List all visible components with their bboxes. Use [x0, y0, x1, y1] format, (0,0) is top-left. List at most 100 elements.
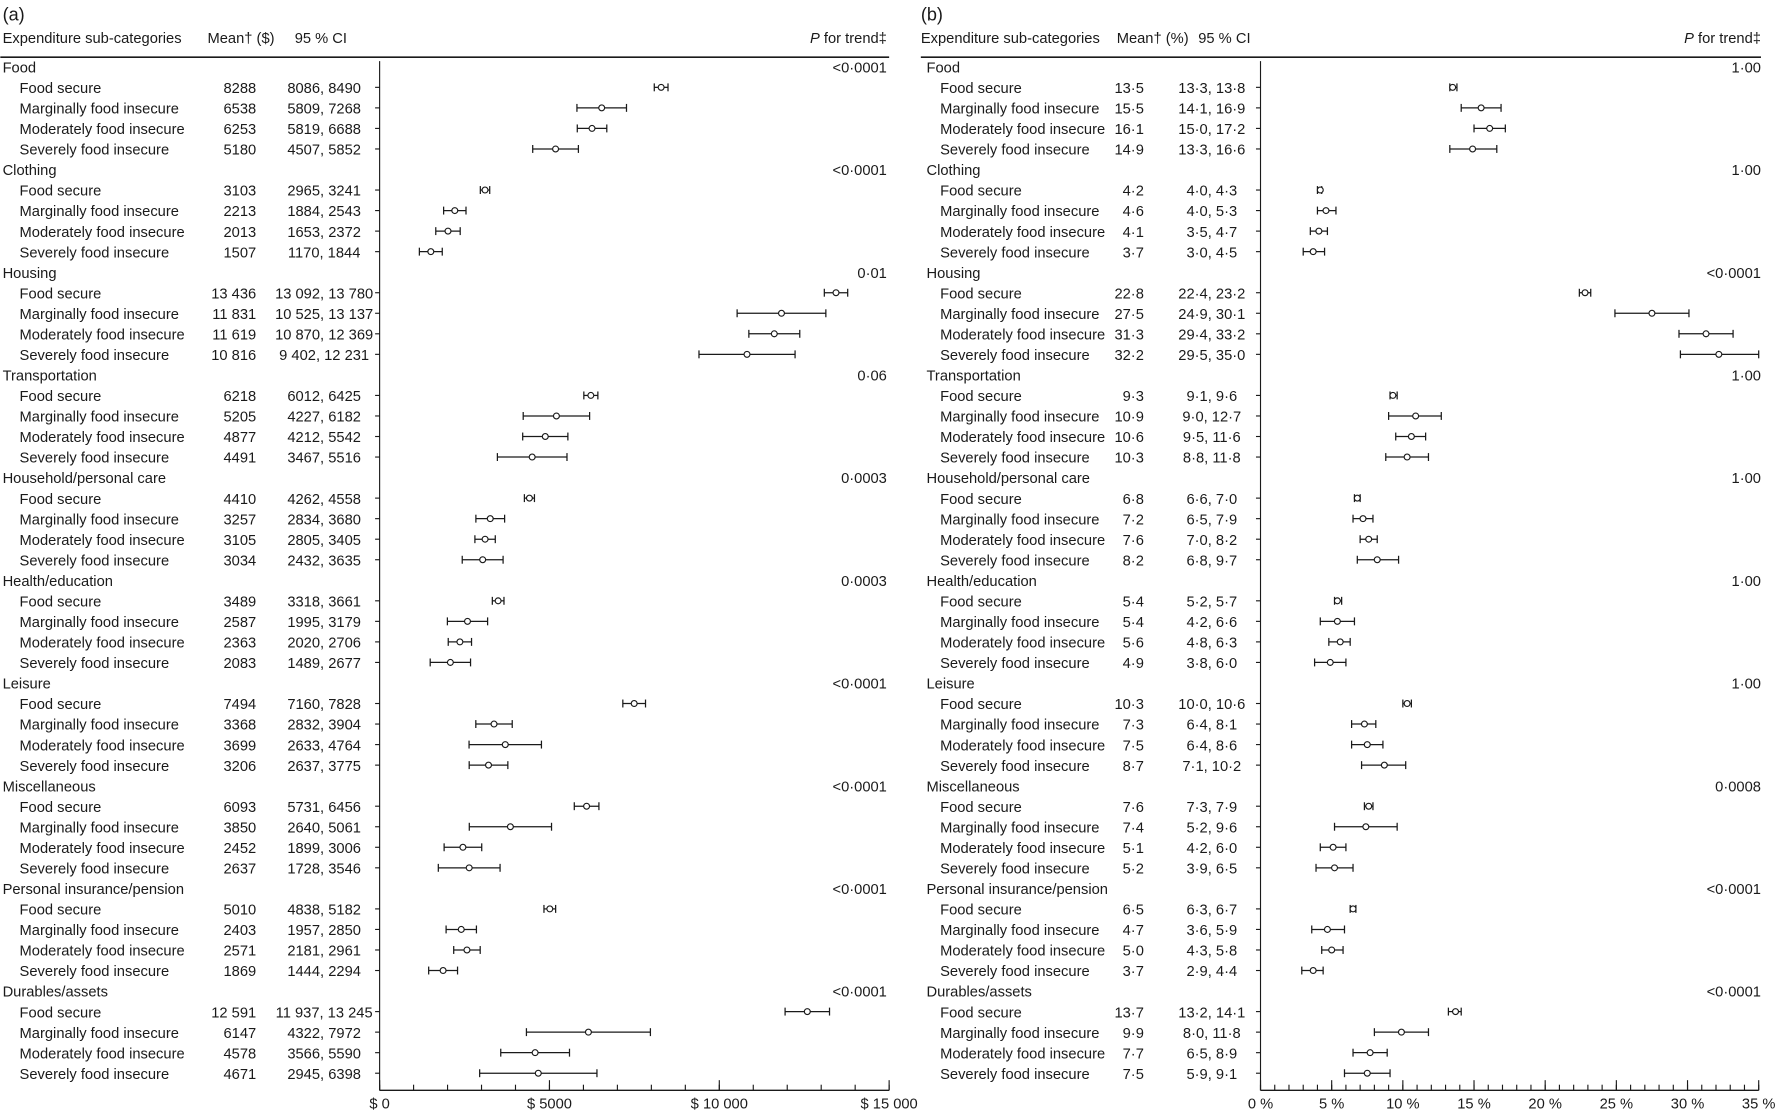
subcategory-label: Marginally food insecure: [940, 410, 1099, 426]
ci-value: 13 092, 13 780: [275, 286, 373, 302]
mean-value: 3103: [223, 184, 256, 200]
mean-point: [446, 658, 454, 666]
ci-value: 6012, 6425: [287, 389, 361, 405]
ci-value: 8086, 8490: [287, 81, 361, 97]
subcategory-label: Severely food insecure: [940, 553, 1090, 569]
subcategory-label: Moderately food insecure: [20, 841, 185, 857]
ci-value: 4507, 5852: [287, 143, 361, 159]
mean-value: 7·6: [1123, 800, 1144, 816]
ci-value: 5731, 6456: [287, 800, 361, 816]
x-tick-label: 25 %: [1600, 1096, 1634, 1112]
mean-point: [1328, 946, 1336, 954]
mean-value: 3034: [223, 553, 256, 569]
ci-value: 15·0, 17·2: [1178, 122, 1245, 138]
ci-value: 1444, 2294: [287, 964, 361, 980]
ci-value: 3·6, 5·9: [1186, 923, 1237, 939]
mean-point: [1469, 145, 1477, 153]
subcategory-label: Food secure: [20, 389, 102, 405]
subcategory-label: Food secure: [940, 389, 1022, 405]
mean-point: [1362, 823, 1370, 831]
subcategory-label: Food secure: [20, 903, 102, 919]
ci-value: 5819, 6688: [287, 122, 361, 138]
mean-value: 16·1: [1114, 122, 1143, 138]
mean-value: 11 831: [212, 307, 256, 323]
x-tick-label: $ 5000: [527, 1096, 572, 1112]
subcategory-label: Moderately food insecure: [940, 841, 1105, 857]
subcategory-label: Food secure: [940, 1005, 1022, 1021]
ci-value: 24·9, 30·1: [1178, 307, 1245, 323]
mean-point: [465, 864, 473, 872]
mean-value: 7·3: [1123, 718, 1144, 734]
subcategory-label: Moderately food insecure: [940, 533, 1105, 549]
mean-point: [587, 391, 595, 399]
mean-point: [525, 494, 533, 502]
ci-value: 6·8, 9·7: [1186, 553, 1237, 569]
mean-value: 10·3: [1114, 451, 1143, 467]
mean-point: [481, 535, 489, 543]
subcategory-label: Severely food insecure: [940, 861, 1090, 877]
subcategory-label: Food secure: [940, 81, 1022, 97]
panel-b-expenditure-percent: (b) Expenditure sub-categories Mean† (%) 95…: [920, 4, 1775, 1112]
mean-value: 2363: [223, 636, 256, 652]
mean-value: 3·7: [1123, 964, 1144, 980]
mean-point: [1403, 700, 1411, 708]
ci-value: 3467, 5516: [287, 451, 361, 467]
mean-value: 7·4: [1123, 820, 1144, 836]
subcategory-label: Severely food insecure: [20, 348, 170, 364]
subcategory-label: Moderately food insecure: [20, 738, 185, 754]
ci-value: 7·0, 8·2: [1186, 533, 1237, 549]
ci-value: 14·1, 16·9: [1178, 102, 1245, 118]
category-label: Personal insurance/pension: [926, 882, 1107, 898]
ci-value: 1995, 3179: [287, 615, 361, 631]
subcategory-label: Moderately food insecure: [940, 1046, 1105, 1062]
ci-value: 1899, 3006: [287, 841, 361, 857]
mean-point: [534, 1069, 542, 1077]
subcategory-label: Marginally food insecure: [20, 307, 179, 323]
subcategory-label: Food secure: [940, 184, 1022, 200]
mean-point: [541, 432, 549, 441]
subcategory-label: Severely food insecure: [20, 451, 170, 467]
mean-value: 2637: [223, 861, 256, 877]
subcategory-label: Food secure: [940, 697, 1022, 713]
mean-value: 10·9: [1114, 410, 1143, 426]
subcategory-label: Severely food insecure: [940, 759, 1090, 775]
category-label: Clothing: [3, 163, 57, 179]
mean-point: [1315, 227, 1323, 235]
mean-value: 6147: [223, 1026, 256, 1042]
mean-value: 32·2: [1114, 348, 1143, 364]
category-label: Household/personal care: [3, 471, 166, 487]
x-tick-label: 0 %: [1248, 1096, 1273, 1112]
ci-value: 3·8, 6·0: [1186, 656, 1237, 672]
ci-value: 2945, 6398: [287, 1067, 361, 1083]
subcategory-label: Severely food insecure: [940, 656, 1090, 672]
subcategory-label: Moderately food insecure: [20, 430, 185, 446]
mean-value: 2452: [223, 841, 256, 857]
mean-value: 5010: [223, 903, 256, 919]
ci-value: 5·2, 9·6: [1186, 820, 1237, 836]
mean-value: 22·8: [1114, 286, 1143, 302]
subcategory-label: Marginally food insecure: [20, 1026, 179, 1042]
mean-value: 13 436: [211, 286, 256, 302]
subcategory-label: Severely food insecure: [20, 861, 170, 877]
p-for-trend-value: 0·0008: [1715, 779, 1761, 795]
ci-value: 8·8, 11·8: [1183, 451, 1241, 467]
mean-value: 7·5: [1123, 738, 1144, 754]
subcategory-label: Moderately food insecure: [940, 430, 1105, 446]
mean-value: 1869: [223, 964, 256, 980]
mean-point: [457, 925, 465, 933]
mean-point: [630, 700, 638, 708]
subcategory-label: Severely food insecure: [940, 143, 1090, 159]
mean-point: [1316, 186, 1324, 194]
subcategory-label: Marginally food insecure: [940, 307, 1099, 323]
p-for-trend-value: 1·00: [1732, 471, 1761, 487]
ci-value: 3318, 3661: [287, 594, 361, 610]
mean-point: [1365, 535, 1373, 543]
ci-value: 29·5, 35·0: [1178, 348, 1245, 364]
mean-value: 14·9: [1114, 143, 1143, 159]
p-for-trend-value: 0·06: [857, 369, 886, 385]
mean-value: 2587: [223, 615, 256, 631]
category-label: Food: [926, 60, 960, 76]
mean-value: 27·5: [1114, 307, 1143, 323]
mean-point: [1323, 925, 1331, 933]
ci-value: 4838, 5182: [287, 903, 361, 919]
